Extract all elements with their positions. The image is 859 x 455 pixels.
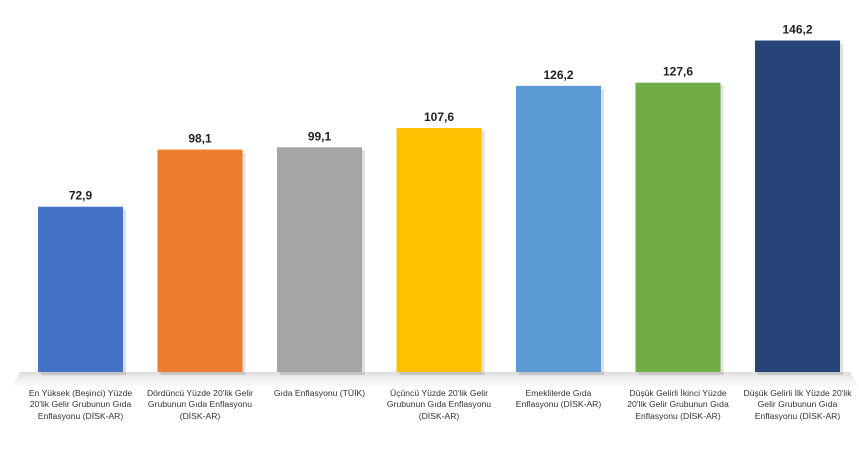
data-label-5: 126,2	[543, 68, 573, 82]
category-label-4: Üçüncü Yüzde 20'lik Gelir Grubunun Gıda …	[386, 388, 492, 421]
bar-7	[755, 40, 840, 372]
bar-3	[277, 147, 362, 372]
data-label-1: 72,9	[69, 189, 93, 203]
data-label-3: 99,1	[308, 129, 332, 143]
category-label-5: Emeklilerde Gıda Enflasyonu (DİSK-AR)	[515, 388, 602, 410]
category-label-2: Dördüncü Yüzde 20'lik Gelir Grubunun Gıd…	[146, 388, 254, 421]
bar-5	[516, 85, 601, 372]
bar-2	[157, 149, 243, 372]
category-label-6: Düşük Gelirli İkinci Yüzde 20'lik Gelir …	[627, 388, 729, 421]
data-label-2: 98,1	[188, 132, 212, 146]
category-label-1: En Yüksek (Beşinci) Yüzde 20'lik Gelir G…	[28, 388, 133, 421]
data-label-6: 127,6	[663, 65, 693, 79]
category-label-3: Gıda Enflasyonu (TÜİK)	[273, 388, 366, 398]
bar-1	[38, 206, 123, 372]
bar-4	[396, 128, 482, 372]
chart-floor	[12, 372, 858, 386]
data-label-7: 146,2	[782, 23, 812, 37]
category-label-7: Düşük Gelirli İlk Yüzde 20'lik Gelir Gru…	[743, 388, 852, 421]
data-label-4: 107,6	[424, 110, 454, 124]
bar-6	[635, 82, 721, 372]
